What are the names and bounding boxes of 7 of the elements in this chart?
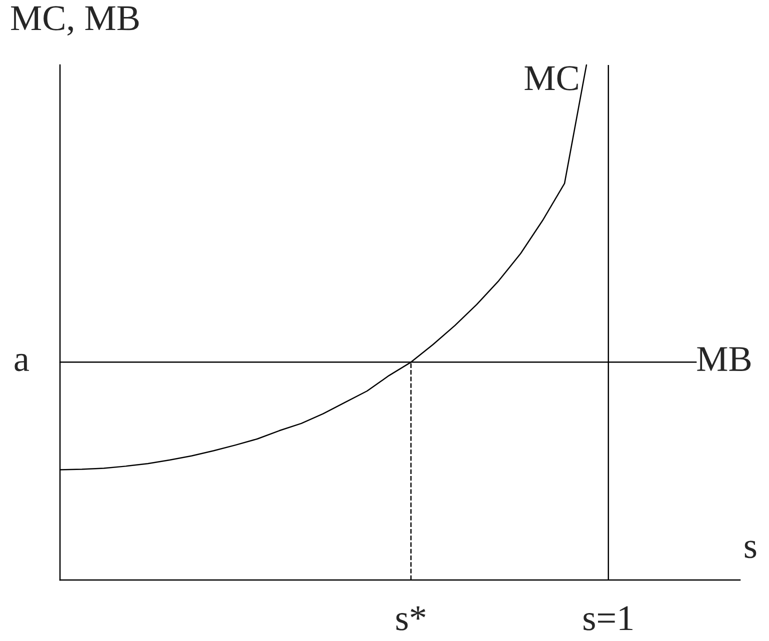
- series-label: MC: [524, 66, 578, 90]
- series-label: MB: [697, 347, 751, 371]
- y-axis-title: MC, MB: [11, 6, 139, 36]
- x-tick-label: s=1: [584, 606, 632, 630]
- text: a: [14, 354, 29, 372]
- x-tick-label: s*: [396, 606, 426, 630]
- x-axis-title: s: [744, 540, 756, 558]
